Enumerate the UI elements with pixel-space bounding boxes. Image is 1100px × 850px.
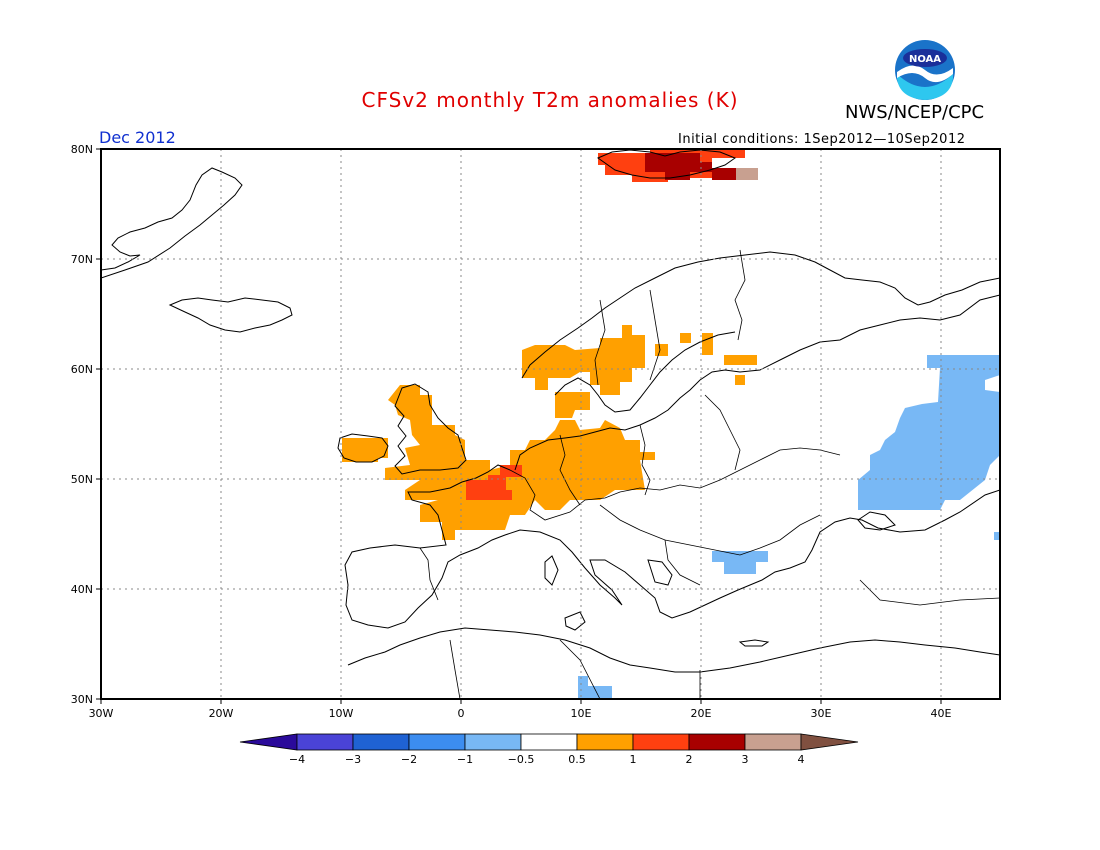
lon-label: 30W (89, 707, 114, 720)
cold-anomaly-balkans (712, 551, 768, 574)
noaa-logo-text: NOAA (909, 54, 941, 65)
scandinavia-coast (521, 251, 1000, 379)
border-pl (639, 424, 651, 496)
africa-coast (347, 627, 1000, 673)
lat-label: 80N (71, 143, 93, 156)
warm-anomaly-sweden-south (555, 392, 590, 418)
border-africa-a (449, 639, 461, 699)
lat-label: 70N (71, 253, 93, 266)
warm-anomaly-scandinavia (522, 325, 645, 395)
lat-label: 30N (71, 693, 93, 706)
warm-anomaly-finland-a (655, 344, 668, 356)
lon-label: 20E (691, 707, 712, 720)
noaa-logo: NOAA (895, 40, 955, 100)
border-serbia (664, 539, 701, 586)
sardinia-coast (544, 555, 559, 586)
legend-tick-label: 0.5 (568, 753, 586, 766)
lon-label: 40E (931, 707, 952, 720)
legend-swatch (464, 733, 522, 751)
border-africa-b (559, 639, 601, 699)
coastlines (101, 149, 1000, 673)
warm-anomaly-finland-c (702, 333, 713, 355)
legend-tick-label: 1 (630, 753, 637, 766)
map-title: CFSv2 monthly T2m anomalies (K) (361, 88, 739, 112)
lon-label: 0 (458, 707, 465, 720)
lat-lon-grid (101, 149, 1000, 699)
warm-anomaly-finland-e (735, 375, 745, 385)
legend-swatch (632, 733, 690, 751)
country-borders (419, 249, 1000, 699)
border-iberia (419, 547, 439, 601)
baltic-coast (554, 331, 736, 413)
anomaly-fields (342, 150, 1000, 698)
legend-tick-label: −2 (401, 753, 417, 766)
warm-anomaly-finland-b (680, 333, 691, 343)
cold-anomaly-edge (994, 532, 1000, 540)
legend-swatch (296, 733, 354, 751)
initial-conditions: Initial conditions: 1Sep2012—10Sep2012 (678, 132, 966, 147)
legend-tick-label: 3 (742, 753, 749, 766)
axis-ticks (96, 148, 942, 704)
great-britain-coast (394, 383, 467, 475)
legend-swatch (744, 733, 802, 751)
lat-label: 50N (71, 473, 93, 486)
border-by (704, 394, 741, 471)
legend-swatch (520, 733, 578, 751)
warm-anomaly-svalbard-extreme (736, 168, 758, 180)
legend-tick-label: −1 (457, 753, 473, 766)
border-balkans (599, 504, 821, 556)
warm-anomaly-finland-d (724, 355, 757, 365)
ireland-coast (337, 433, 389, 463)
legend-tick-label: 2 (686, 753, 693, 766)
legend-swatch (408, 733, 466, 751)
warm-anomaly-france-core (466, 475, 512, 500)
greenland-coast (101, 167, 243, 279)
lat-label: 60N (71, 363, 93, 376)
legend-swatch (576, 733, 634, 751)
lon-label: 30E (811, 707, 832, 720)
mainland-coast-south (344, 464, 1000, 629)
lon-label: 10E (571, 707, 592, 720)
legend-swatch (688, 733, 746, 751)
warm-anomaly-svalbard-strong (645, 153, 712, 180)
crete-coast (738, 639, 770, 647)
cold-anomaly-africa (578, 676, 612, 698)
legend-swatch (352, 733, 410, 751)
border-nor-swe (594, 299, 606, 386)
legend-tick-label: 4 (798, 753, 805, 766)
border-fin-rus (734, 249, 746, 341)
legend-tick-label: −3 (345, 753, 361, 766)
warm-anomaly-ireland (342, 438, 388, 462)
cold-anomaly-russia (858, 355, 1000, 510)
legend-tick-label: −4 (289, 753, 305, 766)
crimea-coast (857, 511, 896, 531)
border-swe-fin (649, 289, 661, 381)
mainland-coast-north (514, 294, 1000, 471)
svalbard-coast (596, 149, 737, 179)
warm-anomaly-svalbard-strong-b (712, 168, 736, 180)
legend-tick-label: −0.5 (508, 753, 535, 766)
lat-label: 40N (71, 583, 93, 596)
warm-anomaly-west-europe (385, 385, 655, 540)
legend-arrow-left (239, 733, 298, 751)
lon-labels: 30W 20W 10W 0 10E 20E 30E 40E (89, 707, 952, 720)
border-central (509, 447, 841, 521)
lat-labels: 80N 70N 60N 50N 40N 30N (71, 143, 93, 706)
lon-label: 10W (329, 707, 354, 720)
legend-arrow-right (800, 733, 859, 751)
border-de (559, 434, 581, 506)
sicily-coast (564, 611, 586, 631)
org-label: NWS/NCEP/CPC (845, 102, 985, 123)
map-frame (100, 148, 1001, 700)
lon-label: 20W (209, 707, 234, 720)
iceland-coast (168, 297, 293, 333)
border-turkey (859, 579, 1000, 606)
color-legend: −4 −3 −2 −1 −0.5 0.5 1 2 3 4 (239, 733, 859, 766)
balkans-coast (647, 559, 673, 586)
forecast-month: Dec 2012 (99, 128, 176, 147)
